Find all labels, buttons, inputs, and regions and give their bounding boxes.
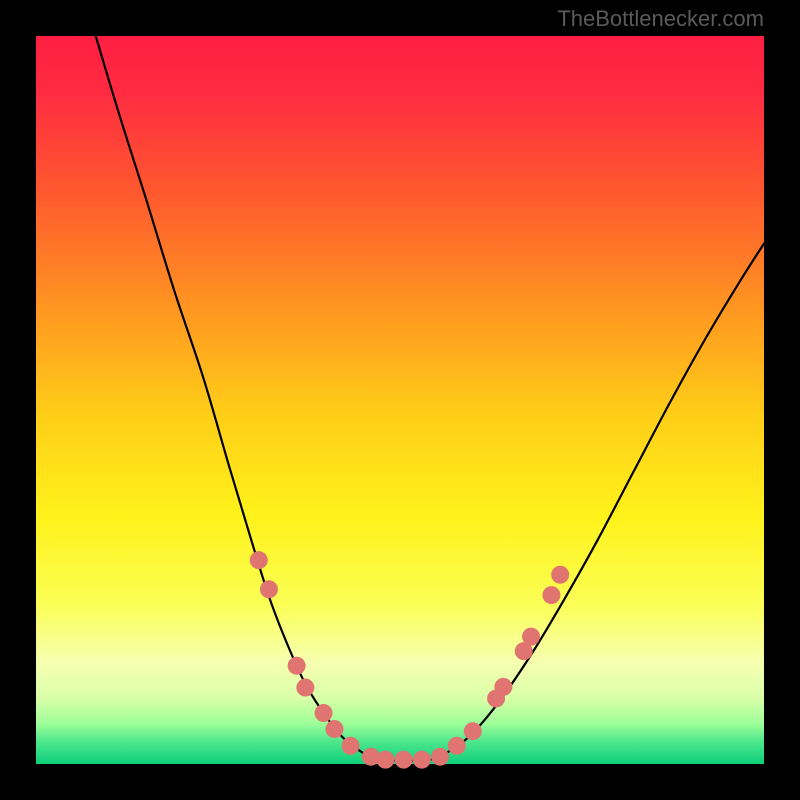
watermark-text: TheBottlenecker.com: [557, 6, 764, 32]
chart-svg: [0, 0, 800, 800]
data-marker: [315, 704, 333, 722]
data-marker: [494, 678, 512, 696]
data-marker: [288, 657, 306, 675]
data-marker: [395, 751, 413, 769]
data-marker: [542, 586, 560, 604]
bottleneck-curve: [96, 36, 764, 761]
data-marker: [551, 566, 569, 584]
data-marker: [522, 628, 540, 646]
data-marker: [431, 748, 449, 766]
data-marker: [325, 720, 343, 738]
data-marker: [250, 551, 268, 569]
chart-frame: TheBottlenecker.com: [0, 0, 800, 800]
data-marker: [342, 737, 360, 755]
data-marker: [413, 751, 431, 769]
data-marker: [464, 722, 482, 740]
data-marker: [448, 737, 466, 755]
data-marker: [260, 580, 278, 598]
data-marker: [376, 751, 394, 769]
data-marker: [296, 679, 314, 697]
